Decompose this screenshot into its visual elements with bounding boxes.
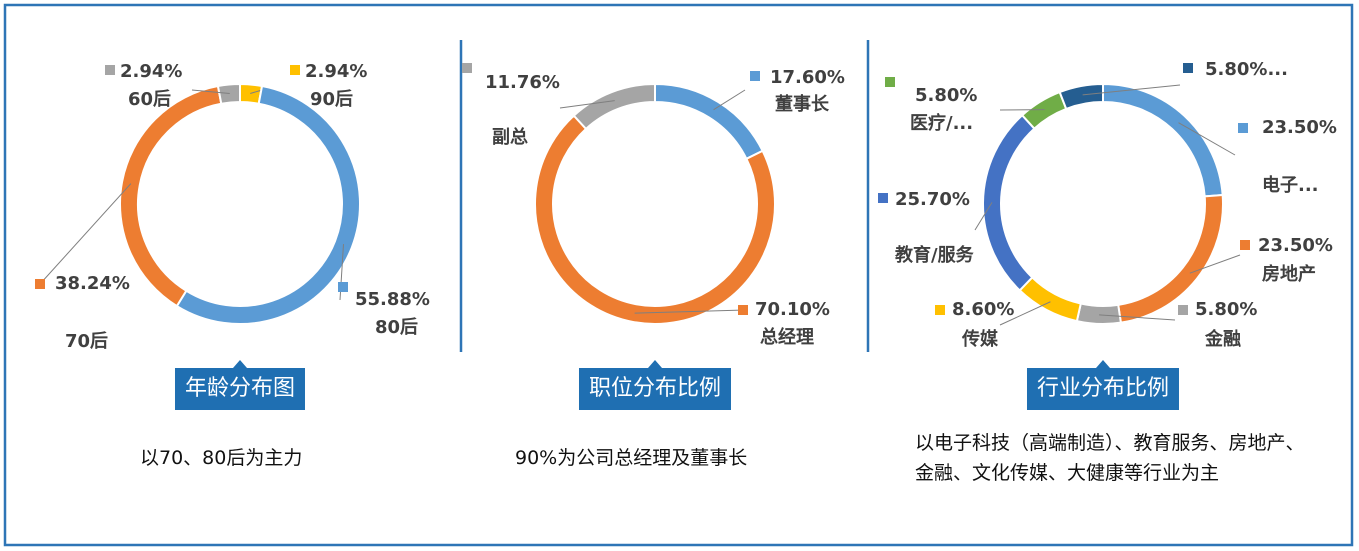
donut-segment [654, 82, 764, 161]
legend-swatch [1178, 305, 1188, 315]
leader-line [1082, 84, 1181, 96]
category-label: 教育/服务 [895, 244, 975, 266]
caption: 以电子科技（高端制造）、教育服务、房地产、金融、文化传媒、大健康等行业为主 [915, 432, 1305, 484]
data-label: 38.24% [55, 273, 130, 294]
category-label: 金融 [1204, 328, 1241, 350]
category-label: 医疗/... [910, 112, 973, 134]
legend-swatch [935, 305, 945, 315]
category-label: 房地产 [1262, 263, 1316, 285]
category-label: 电子... [1262, 174, 1319, 196]
leader-line [634, 309, 746, 314]
category-label: 传媒 [961, 328, 999, 350]
legend-swatch [1240, 240, 1250, 250]
legend-swatch [35, 279, 45, 289]
data-label: 2.94% [305, 61, 367, 82]
data-label: 5.80% [915, 85, 977, 106]
category-label: 60后 [128, 89, 171, 110]
leader-line [1189, 254, 1241, 274]
legend-swatch [1183, 63, 1193, 73]
donut-segment [572, 82, 656, 131]
leader-line [191, 89, 230, 94]
legend-swatch [738, 305, 748, 315]
legend-swatch [338, 282, 348, 292]
donut-segment [1102, 82, 1224, 198]
leader-line [250, 89, 263, 94]
category-label: 总经理 [760, 326, 814, 348]
legend-swatch [462, 63, 472, 73]
leader-line [1178, 122, 1236, 156]
donut-segment [534, 114, 776, 325]
donut-segment [1075, 302, 1123, 325]
data-label: 25.70% [895, 189, 970, 210]
data-label: 5.80%... [1205, 59, 1288, 80]
data-label: 23.50% [1258, 235, 1333, 256]
donut-segment [1020, 90, 1068, 130]
category-label: 70后 [65, 331, 108, 352]
leader-line [39, 183, 132, 285]
legend-swatch [1238, 123, 1248, 133]
data-label: 8.60% [952, 299, 1014, 320]
chart-title: 职位分布比例 [578, 360, 732, 410]
chart-title: 行业分布比例 [1026, 360, 1180, 410]
donut-segment [119, 84, 223, 308]
leader-line [713, 89, 746, 111]
legend-swatch [885, 77, 895, 87]
legend-swatch [105, 65, 115, 75]
caption: 以70、80后为主力 [140, 447, 303, 469]
legend-swatch [878, 193, 888, 203]
chart-title: 年龄分布图 [174, 360, 306, 410]
data-label: 17.60% [770, 67, 845, 88]
leader-line [1099, 314, 1176, 321]
donut-segment [1058, 82, 1104, 111]
data-label: 55.88% [355, 289, 430, 310]
legend-swatch [750, 71, 760, 81]
leader-line [974, 202, 993, 231]
category-label: 90后 [310, 89, 353, 110]
leader-line [559, 100, 615, 109]
category-label: 副总 [492, 126, 528, 148]
category-label: 80后 [375, 317, 418, 338]
donut-segment [982, 113, 1036, 292]
category-label: 董事长 [775, 93, 830, 115]
frame [3, 3, 1354, 547]
data-label: 70.10% [755, 299, 830, 320]
leader-line [999, 301, 1051, 326]
data-label: 5.80% [1195, 299, 1257, 320]
data-label: 23.50% [1262, 117, 1337, 138]
legend-swatch [290, 65, 300, 75]
data-label: 11.76% [485, 72, 560, 93]
donut-segment [1018, 276, 1082, 323]
data-label: 2.94% [120, 61, 182, 82]
donut-segment [175, 84, 361, 325]
caption: 90%为公司总经理及董事长 [515, 447, 748, 469]
